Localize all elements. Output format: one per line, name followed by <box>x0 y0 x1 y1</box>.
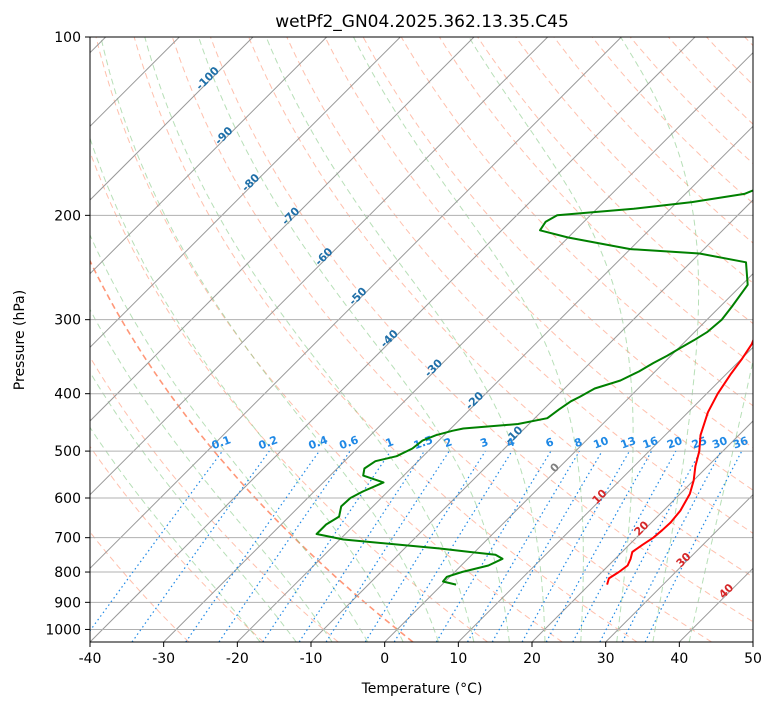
mixing-ratio-label: 1 <box>384 435 396 450</box>
mixing-ratio-label: 3 <box>478 435 490 450</box>
mixing-ratio-label: 6 <box>544 435 556 450</box>
y-tick-label: 700 <box>54 531 81 547</box>
x-tick-label: -10 <box>300 651 323 667</box>
moist-adiabat-line <box>4 37 332 642</box>
mixing-ratio-label: 0.2 <box>257 433 280 452</box>
isotherm-label: 0 <box>548 460 563 475</box>
isotherm-label: -60 <box>312 245 335 268</box>
x-axis: -40 -30 -20 -10 0 10 20 30 40 50 <box>79 642 762 667</box>
isotherm-line <box>0 37 327 642</box>
isotherm-line <box>385 37 775 642</box>
dry-adiabat-line <box>516 37 775 642</box>
y-tick-label: 400 <box>54 387 81 403</box>
isotherm-label: 30 <box>674 550 694 570</box>
moist-adiabat-line <box>689 37 775 642</box>
y-tick-label: 600 <box>54 491 81 507</box>
dry-adiabat-line <box>707 37 775 642</box>
mixing-ratio-label: 8 <box>572 435 584 450</box>
dry-adiabat-line <box>58 37 488 642</box>
isotherm-line <box>606 37 775 642</box>
isotherm-label: -10 <box>502 423 525 446</box>
y-tick-label: 300 <box>54 313 81 329</box>
mixing-ratio-line <box>219 451 350 642</box>
y-tick-label: 100 <box>54 30 81 46</box>
temperature-profile-line <box>607 37 775 585</box>
mixing-ratio-label: 36 <box>731 434 750 452</box>
isotherm-label: 40 <box>716 581 736 601</box>
dry-adiabat-line <box>745 37 775 642</box>
mixing-ratio-line <box>132 451 269 642</box>
dry-adiabat-line <box>211 37 775 642</box>
moist-adiabat-line <box>64 37 403 642</box>
x-tick-label: 0 <box>380 651 389 667</box>
y-tick-label: 1000 <box>45 622 81 638</box>
mixing-ratio-label: 16 <box>641 434 660 452</box>
mixing-ratio-line <box>573 451 676 642</box>
mixing-ratio-label: 20 <box>665 434 684 452</box>
dewpoint-profile-line <box>317 37 775 585</box>
mixing-ratio-label: 0.1 <box>210 433 233 452</box>
isotherm-line <box>0 37 474 642</box>
x-tick-label: 50 <box>744 651 762 667</box>
isotherm-label: -40 <box>378 327 401 350</box>
mixing-ratio-line <box>326 451 449 642</box>
isotherm-label: 10 <box>590 487 610 507</box>
chart-title: wetPf2_GN04.2025.362.13.35.C45 <box>275 12 569 32</box>
isotherm-label: 20 <box>632 518 652 538</box>
isotherm-label: -30 <box>422 356 445 379</box>
moist-adiabat-line <box>0 37 296 642</box>
mixing-ratio-line <box>263 451 391 642</box>
y-tick-label: 800 <box>54 565 81 581</box>
isotherm-label: -50 <box>346 285 369 308</box>
y-axis-label: Pressure (hPa) <box>12 290 28 390</box>
isotherm-line <box>753 37 775 642</box>
isotherm-line <box>0 37 253 642</box>
dry-adiabat-line <box>439 37 775 642</box>
x-tick-label: 40 <box>670 651 688 667</box>
x-axis-label: Temperature (°C) <box>361 681 483 697</box>
y-tick-label: 900 <box>54 595 81 611</box>
x-tick-label: -30 <box>152 651 175 667</box>
moist-adiabat-line <box>32 37 367 642</box>
x-tick-label: 30 <box>597 651 615 667</box>
mixing-ratio-line <box>299 451 424 642</box>
isotherm-line <box>458 37 775 642</box>
mixing-ratio-label: 13 <box>619 434 638 451</box>
y-tick-label: 200 <box>54 208 81 224</box>
dry-adiabat-line <box>20 37 413 642</box>
moist-adiabat-line <box>0 37 260 642</box>
isotherm-line <box>16 37 621 642</box>
pressure-grid <box>90 37 753 629</box>
mixing-ratio-label: 0.4 <box>307 433 330 452</box>
mixing-ratio-label: 10 <box>592 434 611 452</box>
moist-adiabat-line <box>469 37 633 642</box>
mixing-ratio-line <box>82 451 223 642</box>
isotherm-label: -70 <box>279 204 302 227</box>
isotherm-label: -80 <box>239 171 262 194</box>
dry-adiabat-line <box>0 37 189 642</box>
x-tick-label: 10 <box>449 651 467 667</box>
mixing-ratio-line <box>546 451 651 642</box>
dry-adiabat-line <box>554 37 775 642</box>
mixing-ratio-label: 0.6 <box>338 433 361 452</box>
x-tick-label: -40 <box>79 651 102 667</box>
mixing-ratio-line <box>600 451 701 642</box>
isotherm-line <box>532 37 775 642</box>
y-axis: 100 200 300 400 500 600 700 800 900 1000 <box>45 30 90 638</box>
mixing-ratio-label: 30 <box>710 434 729 452</box>
isotherm-label: -20 <box>463 389 486 412</box>
x-tick-label: -20 <box>226 651 249 667</box>
dry-adiabat-line <box>0 37 338 642</box>
mixing-ratio-label: 2 <box>442 435 454 450</box>
y-tick-label: 500 <box>54 444 81 460</box>
isotherm-line <box>0 37 400 642</box>
x-tick-label: 20 <box>523 651 541 667</box>
